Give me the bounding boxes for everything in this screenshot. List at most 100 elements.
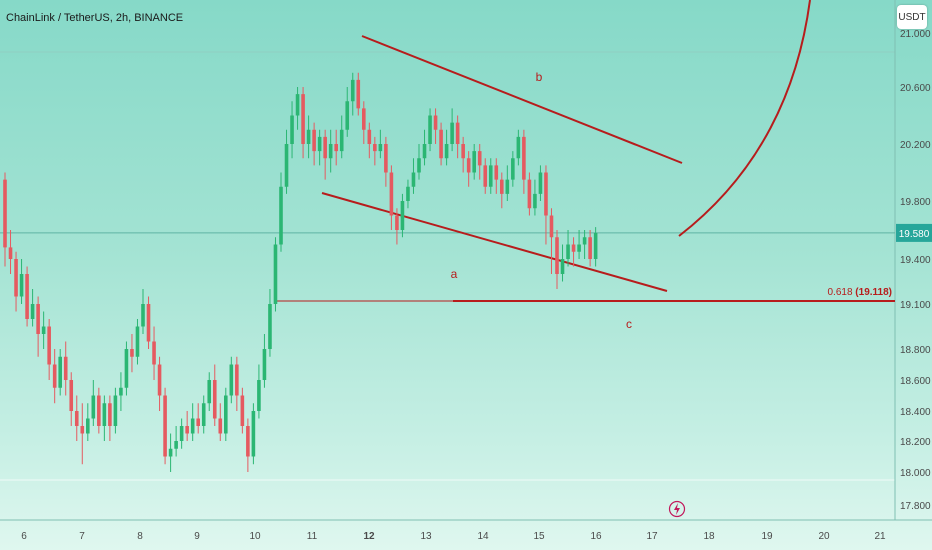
x-tick-label: 9 — [194, 531, 200, 542]
candle-body — [555, 237, 559, 274]
upper-trendline — [361, 35, 683, 164]
candle-body — [119, 387, 123, 396]
candle-body — [91, 395, 96, 419]
candle-body — [257, 380, 261, 411]
candle-body — [218, 418, 223, 434]
candle-body — [36, 304, 40, 334]
candle-body — [224, 395, 228, 434]
candle-body — [201, 403, 206, 426]
grid-lines — [0, 0, 932, 521]
candle-body — [8, 247, 13, 259]
projection-arc — [678, 0, 811, 237]
last-price-label: 19.580 — [899, 229, 930, 240]
currency-badge[interactable]: USDT — [897, 5, 927, 29]
candle-body — [290, 115, 294, 144]
y-tick-label: 19.800 — [900, 197, 931, 208]
candle-body — [560, 259, 565, 274]
candle-body — [428, 115, 432, 144]
candle-body — [472, 151, 476, 173]
chart-labels: a b c 0.618 (19.118) — [451, 70, 892, 331]
x-tick-label: 7 — [79, 531, 85, 542]
x-tick-label: 14 — [477, 531, 489, 542]
candle-body — [356, 79, 361, 109]
candle-body — [168, 448, 173, 457]
candle-body — [212, 380, 217, 419]
wave-label-a: a — [451, 267, 458, 281]
candle-body — [179, 426, 184, 441]
candle-body — [185, 426, 189, 434]
candle-body — [235, 364, 239, 396]
candle-body — [317, 136, 322, 152]
candle-body — [196, 418, 200, 426]
candle-body — [14, 259, 18, 297]
candle-body — [102, 403, 107, 426]
candle-body — [345, 101, 350, 130]
x-tick-label: 8 — [137, 531, 143, 542]
candle-body — [58, 356, 62, 388]
candle-body — [461, 144, 465, 159]
candle-body — [400, 201, 405, 230]
candle-body — [511, 158, 515, 180]
candle-body — [367, 129, 372, 144]
candle-body — [350, 79, 355, 102]
candle-body — [86, 418, 90, 434]
candle-body — [339, 129, 344, 152]
candle-body — [240, 395, 245, 426]
candle-body — [135, 326, 140, 357]
y-tick-label: 20.200 — [900, 140, 931, 151]
candle-body — [483, 165, 488, 187]
candle-body — [582, 237, 587, 245]
x-tick-label: 10 — [249, 531, 261, 542]
candle-body — [108, 403, 112, 426]
x-tick-label: 12 — [363, 531, 375, 542]
y-tick-label: 20.600 — [900, 83, 931, 94]
candle-body — [328, 144, 333, 159]
candle-body — [279, 186, 283, 245]
x-tick-label: 18 — [703, 531, 715, 542]
y-tick-label: 19.400 — [900, 255, 931, 266]
candle-body — [433, 115, 438, 130]
candle-body — [577, 244, 581, 252]
candle-body — [488, 165, 493, 187]
price-axis[interactable]: 17.800 18.000 18.200 18.400 18.600 18.800 19.1… — [896, 29, 932, 512]
candle-body — [52, 364, 57, 388]
candle-body — [417, 158, 421, 173]
candle-body — [306, 129, 311, 144]
y-tick-label: 17.800 — [900, 501, 931, 512]
x-tick-label: 19 — [761, 531, 773, 542]
candle-body — [466, 158, 471, 173]
candle-body — [544, 172, 548, 216]
flash-icon[interactable] — [668, 500, 686, 518]
fib-level-label: 0.618 (19.118) — [827, 287, 892, 298]
y-tick-label: 18.600 — [900, 376, 931, 387]
candle-body — [455, 122, 460, 144]
candle-body — [411, 172, 416, 187]
candle-body — [113, 395, 118, 426]
candle-body — [268, 304, 272, 349]
candle-body — [251, 411, 256, 457]
candle-body — [323, 136, 327, 159]
x-tick-label: 11 — [307, 531, 318, 542]
time-axis[interactable]: 6 7 8 9 10 11 12 13 14 15 16 17 18 19 20 21 — [21, 531, 886, 542]
wave-label-c: c — [626, 317, 632, 331]
candle-body — [538, 172, 543, 194]
candle-body — [334, 144, 338, 152]
candle-body — [246, 426, 250, 457]
candle-body — [146, 304, 151, 342]
candle-body — [378, 144, 383, 152]
wave-label-b: b — [536, 70, 543, 84]
candle-body — [47, 326, 51, 365]
candle-body — [571, 244, 576, 252]
y-tick-label-partial: 21.000 — [900, 29, 931, 40]
candle-body — [588, 237, 592, 259]
candle-body — [389, 172, 394, 216]
candle-body — [477, 151, 482, 166]
candle-body — [384, 144, 388, 173]
candle-body — [533, 193, 537, 209]
x-tick-label: 20 — [818, 531, 830, 542]
x-tick-label: 21 — [874, 531, 886, 542]
candle-body — [3, 179, 7, 248]
y-tick-label: 18.400 — [900, 407, 931, 418]
